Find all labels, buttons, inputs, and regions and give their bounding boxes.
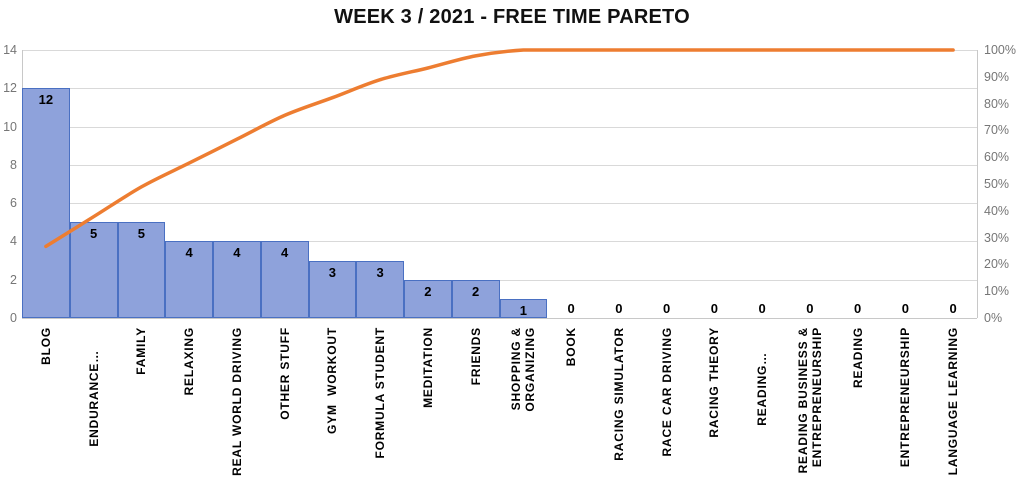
left-axis-tick: 8 [10, 157, 17, 172]
category-label-text: FAMILY [134, 327, 149, 375]
left-axis-tick: 6 [10, 196, 17, 211]
right-axis-tick: 60% [984, 150, 1010, 165]
right-axis-tick: 50% [984, 177, 1010, 191]
category-label-text: RACING SIMULATOR [611, 327, 626, 461]
gridline [22, 279, 977, 281]
left-axis-tick: 2 [10, 272, 17, 287]
right-axis-tick: 100% [984, 43, 1016, 57]
chart-title: WEEK 3 / 2021 - FREE TIME PARETO [334, 6, 690, 28]
category-label-text: ENDURANCE… [86, 350, 101, 447]
bar-value-label: 12 [38, 92, 54, 108]
left-axis-tick: 4 [10, 234, 17, 249]
category-label-text: GYM WORKOUT [325, 327, 340, 434]
right-axis-tick: 90% [984, 69, 1010, 84]
bar [404, 279, 452, 318]
category-label-text: FRIENDS [468, 327, 483, 386]
bar-value-label: 4 [185, 245, 193, 261]
left-axis-tick: 12 [3, 81, 17, 96]
left-axis-tick: 14 [3, 43, 17, 57]
bar-value-label: 0 [854, 301, 862, 316]
bar [356, 260, 404, 318]
bar-value-label: 1 [519, 302, 527, 318]
bar-value-label: 0 [567, 301, 575, 316]
bar [165, 241, 213, 318]
category-label-text: READING [850, 327, 865, 388]
right-axis-line [977, 50, 978, 318]
bar-value-label: 5 [137, 226, 145, 242]
right-axis-tick: 20% [984, 257, 1010, 272]
bar-value-label: 4 [281, 245, 289, 261]
category-label-text: READING BUSINESS & ENTREPRENEURSHIP [795, 327, 824, 474]
bar-value-label: 5 [90, 226, 98, 242]
right-axis-tick: 0% [984, 311, 1003, 325]
bar-value-label: 0 [615, 301, 623, 316]
category-label-text: READING… [755, 352, 770, 426]
gridline [22, 164, 977, 166]
bar [260, 241, 309, 318]
bar [22, 88, 70, 318]
right-axis-tick: 40% [984, 203, 1010, 218]
category-label-text: FORMULA STUDENT [373, 327, 388, 459]
bar [213, 241, 261, 318]
category-label-text: RACING THEORY [707, 327, 722, 438]
category-label-text: RELAXING [182, 327, 197, 396]
category-label-text: SHOPPING & ORGANIZING [509, 327, 538, 412]
category-label-text: RACE CAR DRIVING [659, 327, 674, 457]
bar-value-label: 0 [663, 301, 671, 316]
category-label-text: REAL WORLD DRIVING [229, 327, 244, 476]
bar-value-label: 2 [472, 283, 480, 299]
bar-value-label: 0 [901, 301, 909, 316]
bottom-axis-line [22, 318, 977, 319]
gridline [22, 50, 977, 51]
right-axis-tick: 70% [984, 123, 1010, 138]
bar-value-label: 3 [328, 264, 336, 280]
bar-value-label: 0 [806, 301, 814, 316]
bar [499, 298, 548, 318]
cumulative-percent-path [44, 48, 955, 249]
bar-value-label: 0 [949, 301, 957, 316]
gridline [22, 88, 977, 90]
category-label-text: OTHER STUFF [277, 327, 292, 420]
gridline [22, 126, 977, 128]
bar-value-label: 3 [376, 264, 384, 280]
bar-value-label: 4 [233, 245, 241, 261]
right-axis-tick: 30% [984, 230, 1010, 245]
category-label-text: MEDITATION [420, 327, 435, 408]
category-label-text: LANGUAGE LEARNING [946, 327, 961, 476]
left-axis-tick: 10 [3, 119, 17, 134]
bar-value-label: 2 [424, 283, 432, 299]
bar [451, 279, 500, 318]
bar [308, 260, 357, 318]
bar-value-label: 0 [758, 301, 766, 316]
bar-value-label: 0 [710, 301, 718, 316]
right-axis-tick: 10% [984, 284, 1010, 299]
right-axis-tick: 80% [984, 96, 1010, 111]
category-label-text: ENTREPRENEURSHIP [898, 327, 913, 468]
gridline [22, 203, 977, 205]
category-label-text: BOOK [564, 327, 579, 367]
left-axis-tick: 0 [10, 311, 17, 325]
category-label-text: BLOG [38, 327, 53, 365]
